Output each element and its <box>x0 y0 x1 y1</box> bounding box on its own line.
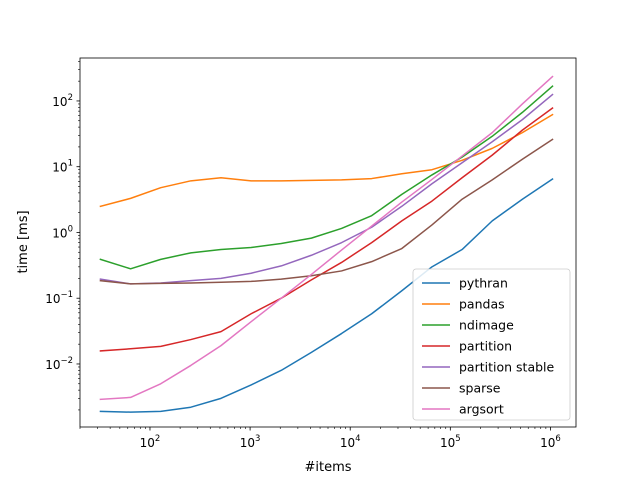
series-line-pandas <box>99 113 554 208</box>
legend-label: pandas <box>459 297 505 312</box>
series-layer <box>99 75 554 413</box>
series-line-partition-stable <box>99 93 554 285</box>
y-tick-label: 100 <box>52 224 73 240</box>
x-tick-label: 103 <box>240 434 261 450</box>
legend-label: ndimage <box>459 318 514 333</box>
legend-label: sparse <box>459 381 501 396</box>
y-tick-label: 101 <box>52 159 73 175</box>
legend: pythran pandas ndimage partition partition s… <box>412 268 571 421</box>
y-tick-label: 102 <box>52 93 73 109</box>
y-tick-label: 10−2 <box>45 356 73 372</box>
legend-label: partition stable <box>459 360 555 375</box>
y-axis: 10−2 10−1 100 101 102 <box>45 61 80 411</box>
x-tick-label: 104 <box>340 434 361 450</box>
legend-label: pythran <box>459 276 508 291</box>
legend-label: partition <box>459 339 512 354</box>
x-axis: 102 103 104 105 106 <box>79 427 561 450</box>
x-tick-label: 105 <box>440 434 461 450</box>
legend-label: argsort <box>459 402 504 417</box>
series-line-partition <box>99 107 554 352</box>
x-axis-label: #items <box>304 460 351 475</box>
series-line-pythran <box>99 177 554 413</box>
legend-box <box>412 268 571 421</box>
series-line-sparse <box>99 138 554 285</box>
series-line-ndimage <box>99 85 554 270</box>
y-tick-label: 10−1 <box>45 290 73 306</box>
x-tick-label: 106 <box>540 434 561 450</box>
x-tick-label: 102 <box>140 434 161 450</box>
y-axis-label: time [ms] <box>16 210 31 273</box>
series-line-argsort <box>99 75 554 401</box>
